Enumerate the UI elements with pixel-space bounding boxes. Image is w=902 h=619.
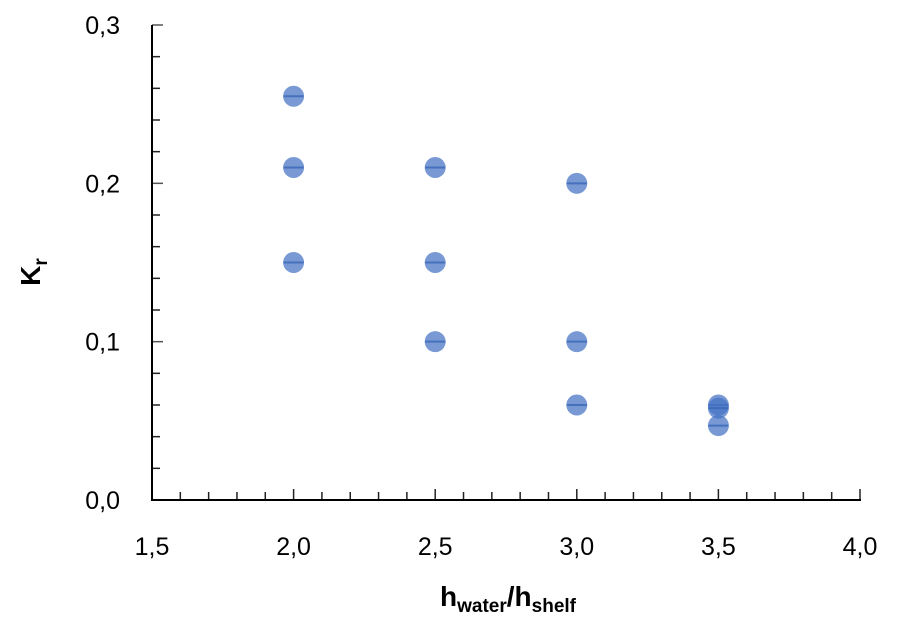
data-point: [566, 394, 588, 416]
x-axis-title: hwater/hshelf: [440, 581, 577, 617]
x-tick-label: 2,5: [418, 533, 453, 561]
data-point: [707, 415, 729, 437]
data-point: [424, 252, 446, 273]
x-tick-label: 2,0: [276, 533, 311, 561]
y-axis-title: Kr: [15, 258, 52, 286]
y-tick-label: 0,2: [85, 170, 120, 198]
data-points: [283, 85, 729, 437]
x-tick-label: 4,0: [843, 533, 878, 561]
y-axis-minor-ticks: [152, 24, 163, 501]
y-axis-tick-labels: 0,0 0,1 0,2 0,3: [85, 12, 120, 515]
data-point: [283, 157, 305, 178]
x-axis-minor-ticks: [151, 489, 861, 500]
data-point: [283, 85, 305, 107]
data-point: [424, 331, 446, 353]
data-point: [566, 331, 588, 353]
data-point: [566, 172, 588, 194]
x-tick-label: 3,5: [701, 533, 736, 561]
y-tick-label: 0,0: [85, 487, 120, 515]
y-tick-label: 0,3: [85, 12, 120, 40]
y-tick-label: 0,1: [85, 329, 120, 357]
x-tick-label: 3,0: [559, 533, 594, 561]
x-tick-label: 1,5: [135, 533, 170, 561]
data-point: [283, 252, 305, 273]
data-point: [707, 397, 729, 419]
x-axis-tick-labels: 1,5 2,0 2,5 3,0 3,5 4,0: [135, 533, 878, 561]
data-point: [424, 157, 446, 178]
